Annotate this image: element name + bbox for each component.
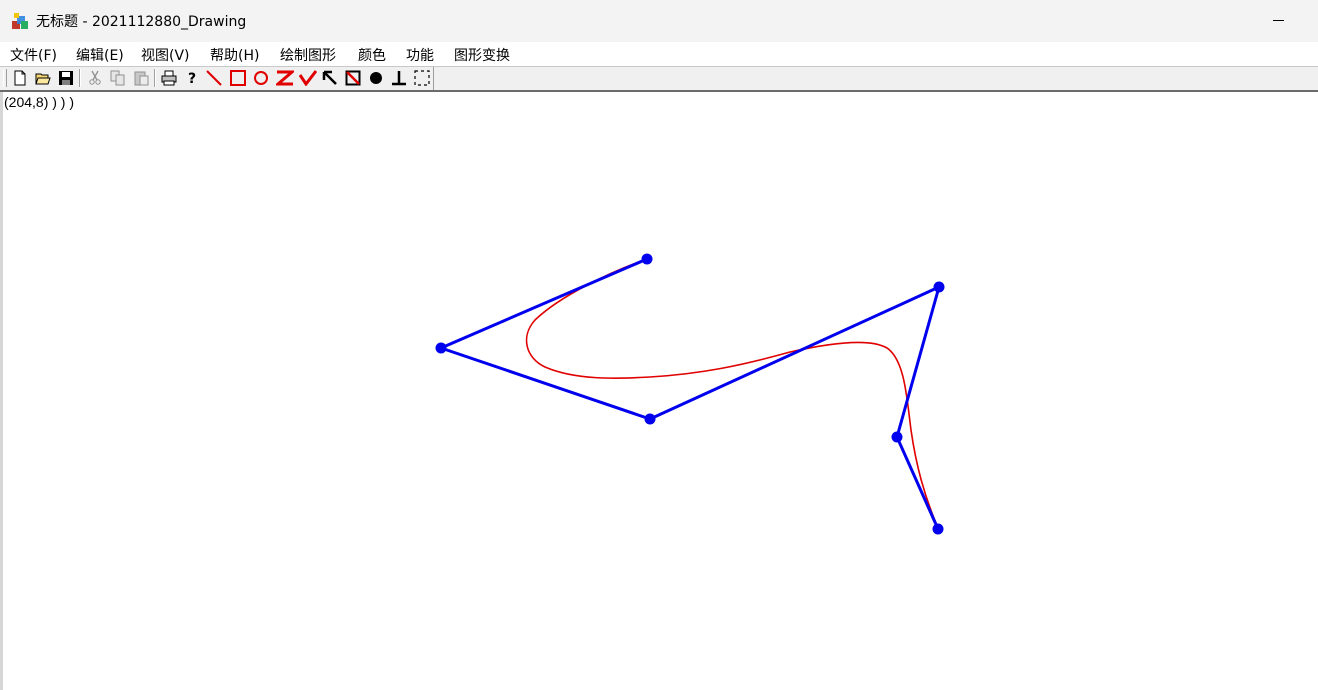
circle-tool-button[interactable] bbox=[250, 68, 272, 89]
select-tool-button[interactable] bbox=[319, 68, 341, 89]
paste-button[interactable] bbox=[130, 68, 152, 89]
toolbar-separator bbox=[154, 69, 156, 87]
toolbar-separator bbox=[79, 69, 81, 87]
open-button[interactable] bbox=[32, 68, 54, 89]
erase-tool-button[interactable] bbox=[342, 68, 364, 89]
print-button[interactable] bbox=[158, 68, 180, 89]
menu-edit[interactable]: 编辑(E) bbox=[76, 48, 124, 64]
toolbar-grip[interactable] bbox=[3, 69, 7, 87]
selection-frame-button[interactable] bbox=[411, 68, 433, 89]
fill-circle-tool-button[interactable] bbox=[365, 68, 387, 89]
menu-help[interactable]: 帮助(H) bbox=[210, 48, 260, 64]
control-point[interactable] bbox=[641, 253, 653, 265]
minimize-button[interactable] bbox=[1248, 0, 1308, 42]
cut-button[interactable] bbox=[84, 68, 106, 89]
cut-icon bbox=[89, 70, 101, 85]
toolbar-end bbox=[433, 67, 434, 90]
control-point[interactable] bbox=[435, 342, 447, 354]
line-tool-icon bbox=[206, 70, 222, 86]
copy-icon bbox=[110, 70, 125, 86]
selection-frame-icon bbox=[414, 70, 430, 86]
window-title: 无标题 - 2021112880_Drawing bbox=[36, 14, 247, 30]
polyline-tool-button[interactable] bbox=[296, 68, 318, 89]
menu-bar: 文件(F) 编辑(E) 视图(V) 帮助(H) 绘制图形 颜色 功能 图形变换 bbox=[0, 42, 1318, 67]
toolbar: ? bbox=[0, 67, 1318, 92]
control-point[interactable] bbox=[932, 523, 944, 535]
about-button[interactable]: ? bbox=[181, 68, 203, 89]
check-polyline-tool-icon bbox=[299, 70, 317, 86]
menu-draw-shapes[interactable]: 绘制图形 bbox=[280, 48, 336, 64]
zigzag-tool-button[interactable] bbox=[273, 68, 295, 89]
menu-color[interactable]: 颜色 bbox=[358, 48, 386, 64]
new-file-button[interactable] bbox=[9, 68, 31, 89]
help-icon: ? bbox=[188, 71, 196, 86]
title-bar[interactable]: 无标题 - 2021112880_Drawing bbox=[0, 0, 1318, 42]
zigzag-tool-icon bbox=[276, 70, 294, 86]
perpendicular-icon bbox=[392, 71, 406, 86]
app-icon[interactable] bbox=[11, 12, 29, 30]
control-point[interactable] bbox=[891, 431, 903, 443]
circle-tool-icon bbox=[254, 71, 268, 85]
control-polygon bbox=[436, 257, 942, 530]
menu-view[interactable]: 视图(V) bbox=[141, 48, 190, 64]
svg-text:?: ? bbox=[188, 71, 196, 86]
copy-button[interactable] bbox=[107, 68, 129, 89]
control-point[interactable] bbox=[644, 413, 656, 425]
save-button[interactable] bbox=[55, 68, 77, 89]
open-folder-icon bbox=[35, 73, 51, 85]
erase-rect-icon bbox=[345, 70, 361, 86]
control-point[interactable] bbox=[933, 281, 945, 293]
coordinate-readout: (204,8) ) ) ) bbox=[4, 94, 75, 110]
print-icon bbox=[161, 70, 177, 86]
filled-circle-icon bbox=[370, 72, 382, 84]
canvas-left-border bbox=[0, 92, 3, 690]
paste-icon bbox=[134, 71, 149, 86]
arrow-select-icon bbox=[322, 70, 337, 85]
menu-transform[interactable]: 图形变换 bbox=[454, 48, 510, 64]
minimize-icon bbox=[1273, 20, 1284, 21]
perpendicular-tool-button[interactable] bbox=[388, 68, 410, 89]
new-file-icon bbox=[14, 70, 26, 86]
save-disk-icon bbox=[59, 71, 73, 85]
drawing-canvas[interactable] bbox=[0, 92, 1318, 690]
rectangle-tool-button[interactable] bbox=[227, 68, 249, 89]
bezier-curve bbox=[525, 258, 939, 529]
menu-file[interactable]: 文件(F) bbox=[10, 48, 57, 64]
rectangle-tool-icon bbox=[230, 70, 246, 86]
menu-function[interactable]: 功能 bbox=[406, 48, 434, 64]
line-tool-button[interactable] bbox=[203, 68, 225, 89]
